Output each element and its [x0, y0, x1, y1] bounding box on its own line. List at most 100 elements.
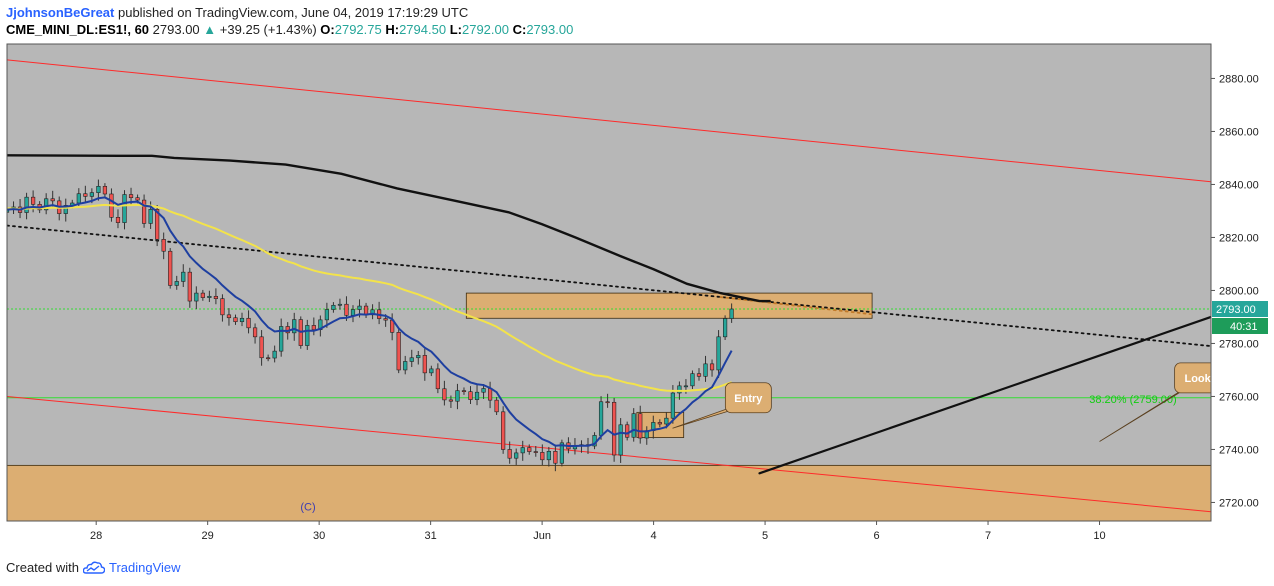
- open-value: 2792.75: [334, 22, 382, 37]
- candle: [83, 193, 88, 197]
- candle: [63, 205, 68, 214]
- candle: [233, 317, 238, 323]
- candle: [690, 373, 695, 387]
- candle: [416, 355, 421, 359]
- close-label: C:: [512, 22, 527, 37]
- candle: [207, 295, 212, 298]
- candle: [311, 325, 316, 330]
- candle: [638, 413, 643, 439]
- author-link[interactable]: JjohnsonBeGreat: [6, 5, 115, 20]
- trendline-rising-support: [758, 315, 1211, 475]
- candle: [403, 361, 408, 371]
- candle: [168, 250, 173, 286]
- candle: [683, 385, 689, 388]
- candle: [226, 314, 232, 319]
- candle: [546, 451, 551, 461]
- high-label: H:: [385, 22, 400, 37]
- ema-fast-line: [7, 196, 733, 448]
- candle: [252, 327, 258, 338]
- candle: [527, 447, 532, 452]
- y-tick-label: 2840.00: [1219, 179, 1259, 191]
- tradingview-brand[interactable]: TradingView: [108, 560, 181, 575]
- close-value: 2793.00: [526, 22, 574, 37]
- tradingview-cloud-icon: [82, 561, 105, 574]
- candle: [474, 391, 480, 400]
- y-tick-label: 2880.00: [1219, 73, 1259, 85]
- candle: [122, 194, 127, 223]
- chart-header: JjohnsonBeGreat published on TradingView…: [6, 4, 573, 38]
- countdown-text: 40:31: [1230, 321, 1258, 333]
- footer: Created with TradingView: [6, 560, 181, 575]
- plot-background: [7, 44, 1211, 521]
- y-tick-label: 2800.00: [1219, 285, 1259, 297]
- change-arrow-icon: ▲: [203, 22, 217, 37]
- candle: [220, 298, 225, 316]
- candle: [357, 305, 362, 310]
- candle: [187, 271, 192, 302]
- candle: [141, 199, 147, 224]
- candle: [670, 392, 675, 419]
- candle: [383, 318, 388, 321]
- candle: [435, 368, 440, 390]
- last-price-text: 2793.00: [1216, 304, 1256, 316]
- candle: [155, 209, 160, 240]
- candle: [246, 317, 251, 329]
- candle: [331, 304, 336, 310]
- candle: [350, 309, 356, 316]
- y-tick-label: 2860.00: [1219, 126, 1259, 138]
- candle: [703, 363, 708, 377]
- published-text: published on TradingView.com, June 04, 2…: [117, 5, 469, 20]
- x-tick-label: 6: [873, 530, 879, 542]
- candle: [24, 196, 29, 213]
- candle: [148, 209, 153, 224]
- symbol-label[interactable]: CME_MINI_DL:ES1!, 60: [6, 22, 150, 37]
- candle: [501, 411, 506, 450]
- candle: [128, 194, 134, 199]
- x-tick-label: 5: [762, 530, 768, 542]
- candle: [324, 309, 329, 321]
- candle: [200, 292, 205, 298]
- look-callout: Look: [1099, 362, 1211, 442]
- entry-callout-box: [724, 382, 772, 414]
- candle: [487, 388, 493, 401]
- candle: [266, 357, 271, 360]
- candle: [631, 413, 636, 438]
- candle: [429, 368, 434, 374]
- candle: [76, 193, 81, 204]
- y-tick-label: 2720.00: [1219, 497, 1259, 509]
- candle: [396, 332, 401, 371]
- candle: [96, 186, 101, 193]
- y-tick-label: 2820.00: [1219, 232, 1259, 244]
- y-tick-label: 2740.00: [1219, 444, 1259, 456]
- candle: [520, 447, 525, 454]
- y-tick-label: 2780.00: [1219, 338, 1259, 350]
- candle: [657, 422, 662, 425]
- open-label: O:: [320, 22, 335, 37]
- entry-callout: Entry: [672, 382, 772, 429]
- x-tick-label: 4: [651, 530, 657, 542]
- candle: [239, 317, 245, 323]
- fib-label: 38.20% (2759.00): [1089, 394, 1176, 406]
- sma-long-line: [7, 154, 771, 303]
- x-axis: 28 29 30 31 Jun 4 5 6 7 10: [90, 521, 1106, 542]
- candle: [50, 198, 55, 202]
- x-tick-label: 10: [1093, 530, 1105, 542]
- candle: [135, 197, 140, 201]
- candle: [292, 319, 297, 334]
- candle: [514, 452, 519, 459]
- candle: [194, 292, 199, 302]
- x-tick-label: 28: [90, 530, 102, 542]
- candle: [677, 385, 682, 394]
- candle: [272, 350, 277, 359]
- trendline-resistance-dotted-orange: [719, 296, 873, 316]
- candle: [540, 452, 545, 461]
- last-price-badge: 2793.00 40:31: [1212, 301, 1268, 334]
- entry-callout-text: Entry: [734, 393, 763, 405]
- fib-value: (2759.00): [1130, 394, 1177, 406]
- look-callout-text: Look: [1184, 373, 1211, 385]
- x-tick-label: 31: [425, 530, 437, 542]
- last-price-label: 2793.00: [152, 22, 200, 37]
- publish-line: JjohnsonBeGreat published on TradingView…: [6, 4, 573, 21]
- upper-supply-zone: [465, 292, 873, 319]
